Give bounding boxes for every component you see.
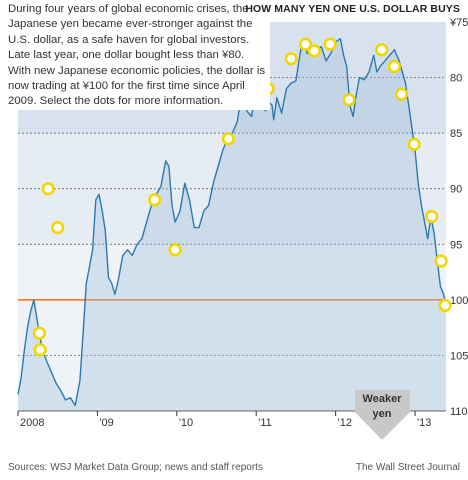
y-tick-labels: ¥75 80 85 90 95 100 105 110 xyxy=(449,17,468,418)
area-fill xyxy=(18,38,446,411)
event-dot[interactable] xyxy=(342,93,356,107)
callout-line1: Weaker xyxy=(363,393,403,405)
x-tick-label: '12 xyxy=(338,417,352,429)
event-dot[interactable] xyxy=(51,221,65,235)
y-tick-label: 80 xyxy=(450,73,462,85)
event-dot[interactable] xyxy=(375,43,389,57)
y-tick-label: ¥75 xyxy=(449,17,468,29)
y-tick-label: 85 xyxy=(450,128,462,140)
event-dot[interactable] xyxy=(425,209,439,224)
event-dot[interactable] xyxy=(148,193,162,207)
callout-line2: yen xyxy=(373,408,392,420)
y-tick-label: 100 xyxy=(450,295,468,307)
chart-title: HOW MANY YEN ONE U.S. DOLLAR BUYS xyxy=(245,3,460,15)
source-note: Sources: WSJ Market Data Group; news and… xyxy=(8,462,263,473)
x-tick-labels: 2008 '09 '10 '11 '12 '13 xyxy=(17,410,446,429)
event-dot[interactable] xyxy=(41,182,55,196)
x-tick-label: '09 xyxy=(99,417,113,429)
event-dot[interactable] xyxy=(307,44,321,58)
y-tick-label: 105 xyxy=(450,350,468,362)
event-dot[interactable] xyxy=(221,132,235,146)
band-3 xyxy=(18,244,446,411)
intro-text: During four years of global economic cri… xyxy=(8,2,270,110)
event-dot[interactable] xyxy=(32,326,47,340)
x-tick-label: '10 xyxy=(179,417,193,429)
weaker-yen-arrow xyxy=(355,390,410,440)
x-tick-label: '13 xyxy=(417,417,431,429)
event-dot[interactable] xyxy=(33,343,47,357)
event-dot[interactable] xyxy=(407,137,421,151)
event-dot[interactable] xyxy=(323,37,337,51)
gridlines xyxy=(18,77,446,356)
y-tick-label: 110 xyxy=(450,406,468,418)
event-dot[interactable] xyxy=(387,59,402,74)
series-area xyxy=(18,38,446,411)
y-tick-label: 90 xyxy=(450,184,462,196)
x-tick-label: 2008 xyxy=(20,417,44,429)
credit: The Wall Street Journal xyxy=(355,462,460,473)
weaker-yen-callout: Weaker yen xyxy=(355,390,410,440)
event-dot[interactable] xyxy=(438,298,452,313)
x-tick-label: '11 xyxy=(258,417,272,429)
event-dot[interactable] xyxy=(394,87,409,101)
y-tick-label: 95 xyxy=(450,239,462,251)
event-dot[interactable] xyxy=(298,37,313,51)
event-dot[interactable] xyxy=(168,243,182,257)
event-dot[interactable] xyxy=(284,52,298,66)
event-dot[interactable] xyxy=(434,254,448,268)
